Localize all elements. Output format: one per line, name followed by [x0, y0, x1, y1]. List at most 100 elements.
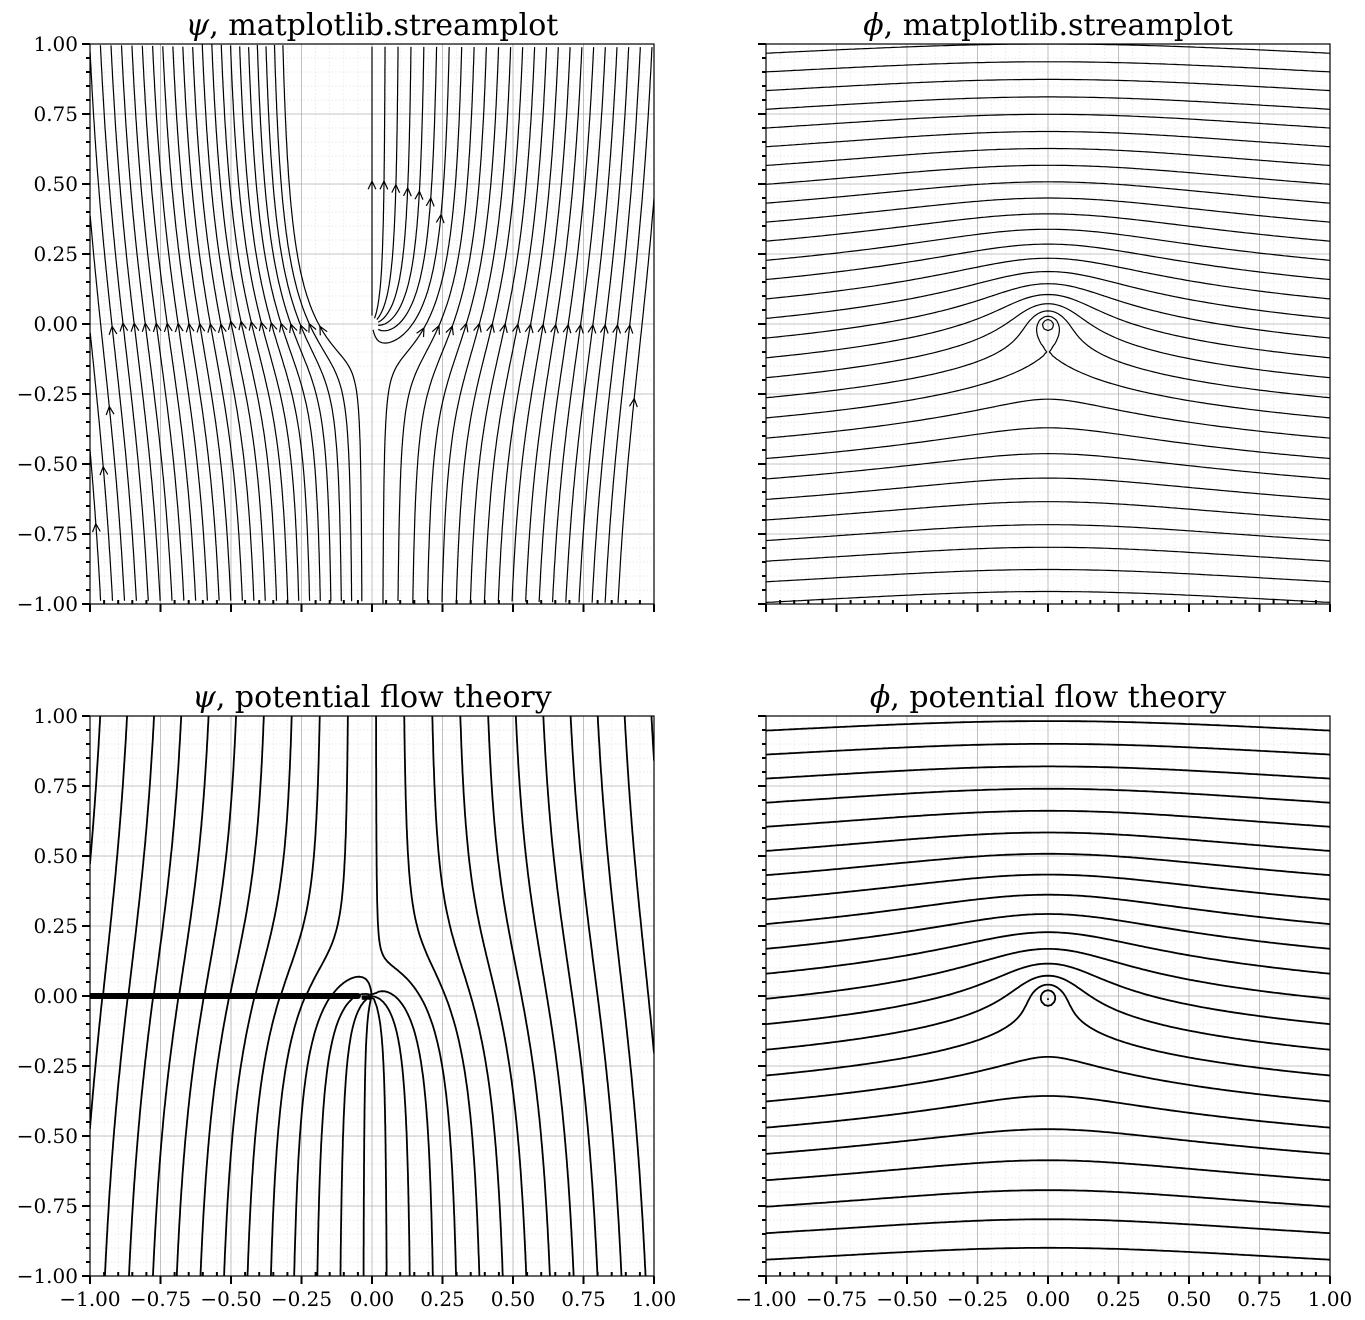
stream-arrow — [217, 322, 227, 334]
stream-arrow — [537, 323, 547, 334]
streamline — [766, 197, 1330, 223]
contour-line — [766, 1128, 1330, 1155]
stream-arrow — [473, 322, 482, 333]
panel-phi-potential-flow: ϕ, potential flow theory −1.00 −0.75 −0.50… — [735, 680, 1352, 1311]
plot-area — [758, 43, 1331, 612]
stream-arrow — [445, 324, 454, 336]
streamline — [766, 130, 1330, 148]
x-tick-label: −0.25 — [271, 1287, 332, 1311]
streamline — [766, 147, 1330, 167]
streamline — [766, 318, 1330, 439]
contour-line — [766, 1218, 1330, 1235]
streamline — [766, 243, 1330, 281]
streamline — [201, 44, 266, 601]
contour-line — [766, 852, 1330, 877]
stream-arrow — [141, 321, 151, 332]
contour-line — [355, 716, 481, 1276]
plot-area: 1.00 0.75 0.50 0.25 0.00 −0.25 −0.50 −0.75 −1.00 — [17, 32, 655, 616]
title-symbol: ψ — [192, 680, 216, 715]
ticks — [758, 715, 1331, 1284]
streamline — [766, 501, 1330, 521]
contour-line — [203, 716, 368, 1276]
stream-arrow — [279, 322, 288, 333]
x-tick-label: 0.00 — [1026, 1287, 1071, 1311]
streamline — [239, 46, 311, 601]
stream-arrow — [435, 213, 445, 224]
panel-title: ψ, potential flow theory — [192, 680, 551, 715]
y-tick-label: 0.75 — [33, 102, 78, 126]
plot-area: 1.00 0.75 0.50 0.25 0.00 −0.25 −0.50 −0.75 −1.00… — [17, 704, 677, 1311]
contour-line — [766, 743, 1330, 756]
streamline — [766, 590, 1330, 603]
streamline — [90, 449, 102, 601]
x-tick-label: 0.00 — [350, 1287, 395, 1311]
stream-arrow — [289, 322, 298, 334]
y-tick-label: −0.75 — [17, 1194, 78, 1218]
y-tick-label: 0.25 — [33, 242, 78, 266]
panel-title: ϕ, matplotlib.streamplot — [863, 8, 1233, 43]
streamline — [455, 47, 524, 604]
y-tick-label: −1.00 — [17, 1264, 78, 1288]
panel-title: ϕ, potential flow theory — [870, 680, 1226, 715]
y-tick-label: −0.25 — [17, 382, 78, 406]
contour-line — [128, 998, 154, 1276]
contour-line — [175, 998, 205, 1276]
y-tick-label: 0.00 — [33, 984, 78, 1008]
grid — [765, 43, 1331, 605]
plot-area: −1.00 −0.75 −0.50 −0.25 0.00 0.25 0.50 0.75 1.00 — [735, 715, 1353, 1311]
stream-arrow — [367, 179, 377, 190]
ticks — [82, 715, 655, 1284]
title-text: , potential flow theory — [890, 680, 1226, 715]
y-tick-label: 1.00 — [33, 32, 78, 56]
x-tick-label: −0.50 — [200, 1287, 261, 1311]
stream-arrow — [299, 323, 308, 335]
streamline — [229, 45, 300, 601]
stream-arrow — [599, 323, 609, 334]
streamline — [90, 215, 126, 601]
streamline — [766, 113, 1330, 129]
contour-line — [766, 787, 1330, 804]
stream-arrow — [238, 320, 247, 331]
curves — [766, 44, 1330, 603]
stream-arrow — [587, 323, 597, 334]
y-tick-label: 0.00 — [33, 312, 78, 336]
streamline — [766, 270, 1330, 319]
streamline — [617, 197, 654, 603]
x-tick-label: 0.25 — [1096, 1287, 1141, 1311]
contour-line — [127, 716, 306, 1276]
contour-line — [305, 716, 434, 1276]
stream-arrow — [268, 321, 278, 332]
x-tick-label: −1.00 — [59, 1287, 120, 1311]
contour-line — [766, 720, 1330, 732]
contour-line — [766, 998, 1330, 1129]
panel-title: ψ, matplotlib.streamplot — [186, 8, 559, 43]
stream-arrow — [248, 320, 258, 331]
contour-line — [178, 716, 353, 1276]
x-tick-label: 1.00 — [1308, 1287, 1353, 1311]
stream-arrow — [185, 322, 195, 333]
contour-line — [487, 716, 551, 1276]
streamline — [766, 315, 1330, 419]
contour-line — [766, 809, 1330, 828]
y-tick-label: −1.00 — [17, 592, 78, 616]
streamline — [766, 61, 1330, 73]
contour-line — [431, 716, 504, 1276]
stream-arrow — [108, 325, 118, 336]
title-text: , matplotlib.streamplot — [209, 8, 558, 43]
streamline — [766, 78, 1330, 92]
stream-arrow — [512, 322, 521, 334]
stream-arrow — [391, 183, 401, 194]
x-tick-label: 0.50 — [491, 1287, 536, 1311]
streamline — [766, 427, 1330, 460]
x-tick-label: 0.75 — [561, 1287, 606, 1311]
contour-line — [766, 1189, 1330, 1208]
y-tick-label: 0.50 — [33, 844, 78, 868]
ticks — [82, 43, 655, 612]
stream-arrow — [174, 322, 184, 333]
streamline — [220, 44, 289, 601]
streamline — [273, 44, 353, 602]
streamline — [766, 568, 1330, 583]
x-tick-label: −0.25 — [947, 1287, 1008, 1311]
streamline — [766, 546, 1330, 562]
